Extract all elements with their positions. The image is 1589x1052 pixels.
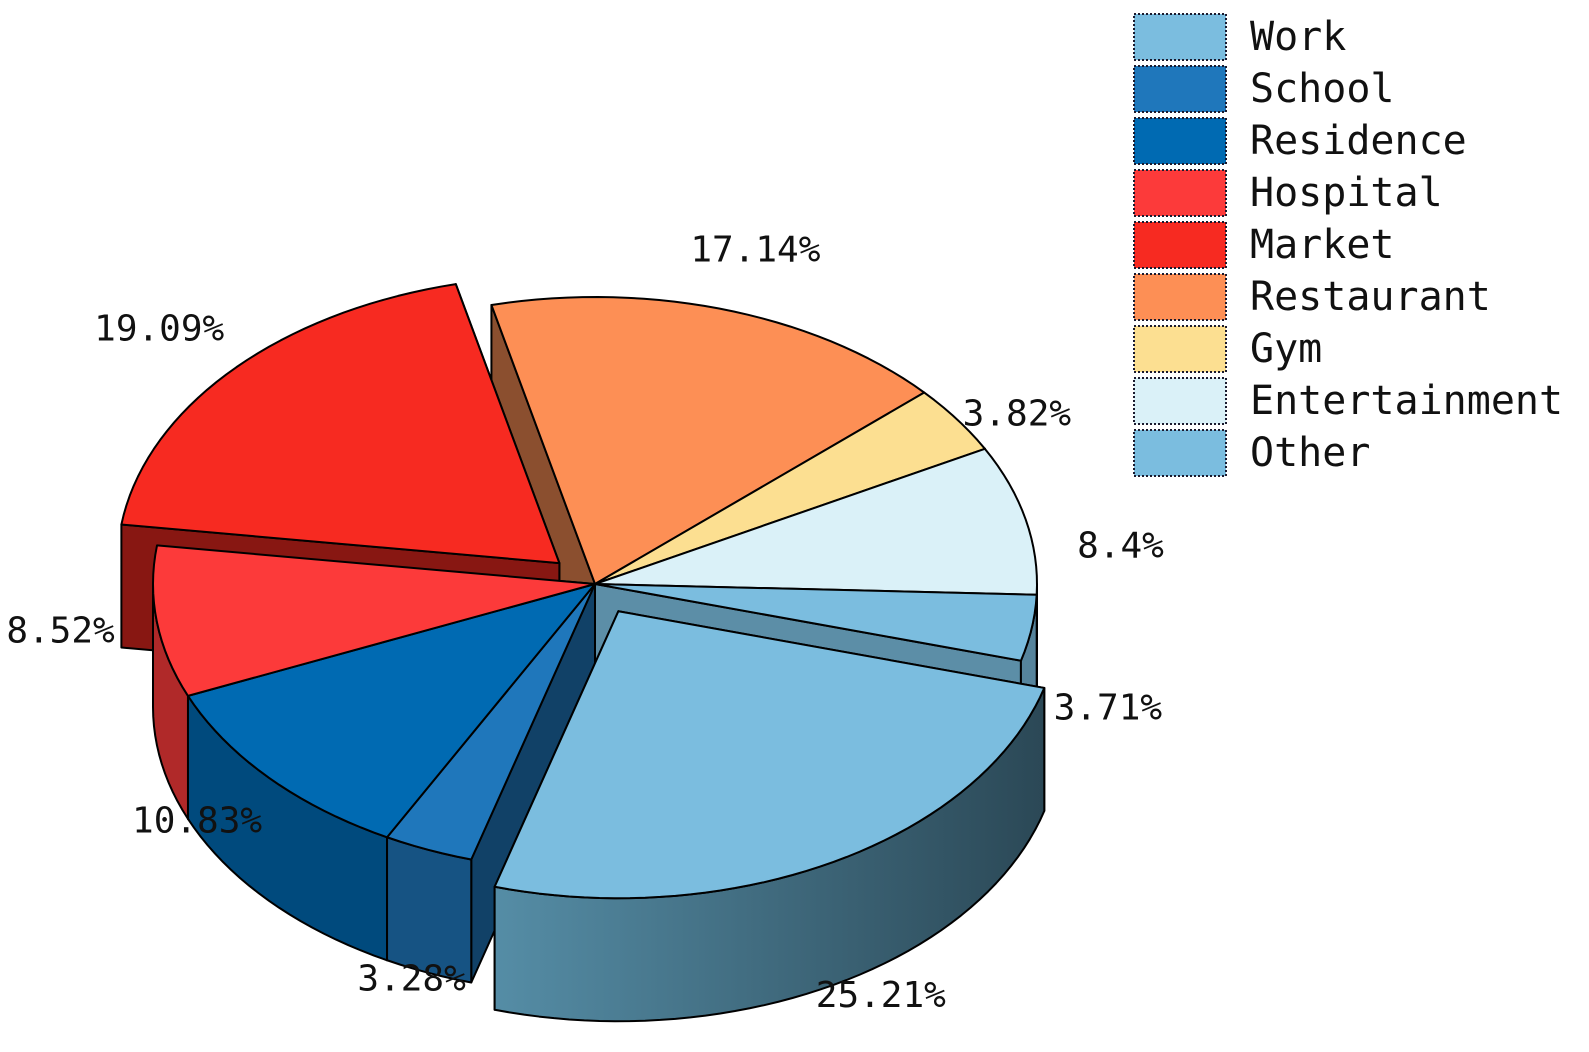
label-residence: 10.83%	[132, 800, 262, 841]
legend-label-hospital: Hospital	[1250, 170, 1443, 216]
slice-market	[120, 283, 561, 565]
label-work: 25.21%	[816, 975, 946, 1016]
label-gym: 3.82%	[963, 393, 1072, 434]
slice-work	[493, 610, 1046, 900]
slice-restaurant	[490, 296, 926, 585]
legend-swatch-hospital	[1133, 169, 1227, 217]
slice-other	[594, 583, 1038, 662]
label-restaurant: 17.14%	[690, 230, 820, 271]
legend-swatch-gym	[1133, 325, 1227, 373]
label-entertainment: 8.4%	[1077, 525, 1164, 566]
legend-label-residence: Residence	[1250, 118, 1467, 164]
legend-label-gym: Gym	[1250, 326, 1322, 372]
slice-school	[386, 583, 596, 861]
legend-label-other: Other	[1250, 430, 1370, 476]
legend-swatch-school	[1133, 65, 1227, 113]
data-labels: 25.21% 3.28% 10.83% 8.52% 19.09% 17.14% 3.82% 8…	[6, 230, 1164, 1016]
slice-hospital	[152, 544, 596, 697]
legend-swatch-work	[1133, 13, 1227, 61]
pie-slices	[120, 283, 1046, 900]
legend-label-school: School	[1250, 66, 1395, 112]
slice-residence	[186, 583, 596, 839]
legend: Work School Residence Hospital Market Restaur…	[1133, 13, 1563, 477]
label-other: 3.71%	[1054, 688, 1163, 729]
legend-label-work: Work	[1250, 14, 1346, 60]
label-school: 3.28%	[357, 958, 466, 999]
legend-swatch-restaurant	[1133, 273, 1227, 321]
legend-swatch-market	[1133, 221, 1227, 269]
label-hospital: 8.52%	[6, 610, 115, 651]
slice-entertainment	[594, 447, 1038, 596]
legend-label-entertainment: Entertainment	[1250, 378, 1563, 424]
slice-gym	[594, 391, 986, 585]
legend-swatch-entertainment	[1133, 377, 1227, 425]
legend-label-market: Market	[1250, 222, 1395, 268]
legend-swatch-other	[1133, 429, 1227, 477]
legend-label-restaurant: Restaurant	[1250, 274, 1491, 320]
label-market: 19.09%	[94, 308, 224, 349]
legend-swatch-residence	[1133, 117, 1227, 165]
